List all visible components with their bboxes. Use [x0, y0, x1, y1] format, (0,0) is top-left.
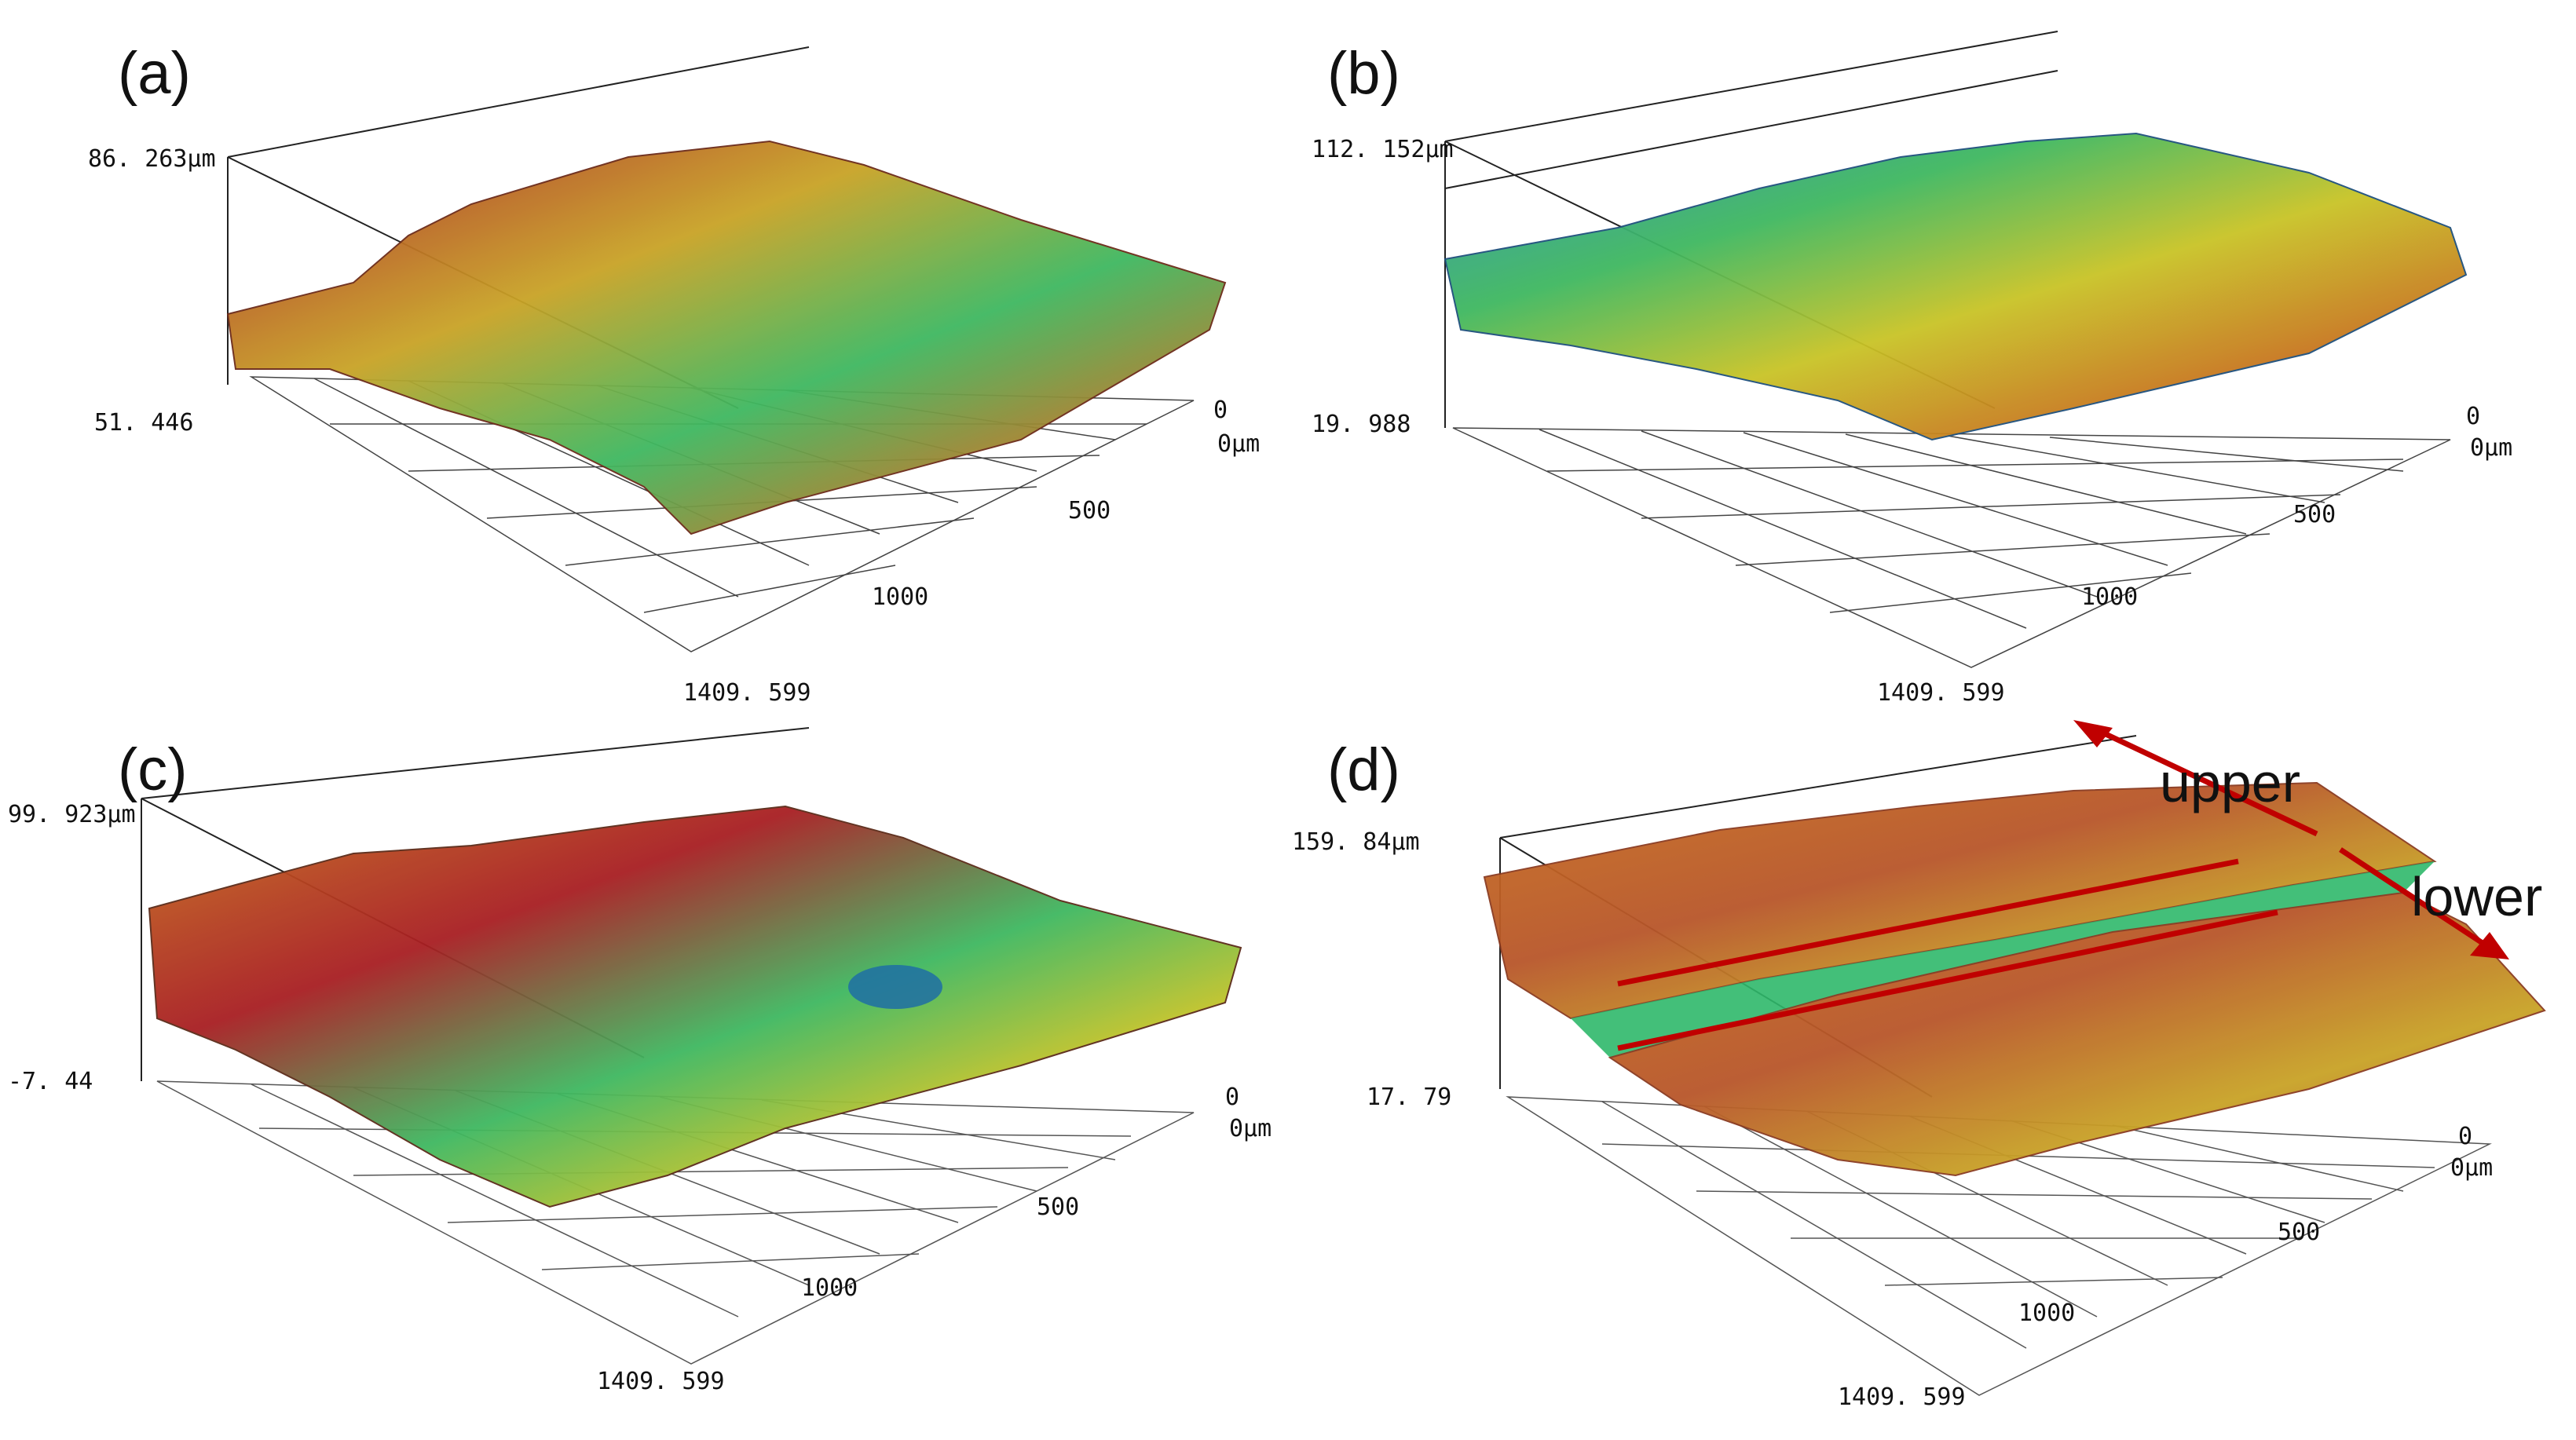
tick-500: 500 [2278, 1219, 2320, 1246]
tick-500: 500 [1068, 497, 1111, 524]
tick-1000: 1000 [872, 583, 928, 611]
surface-b [1444, 132, 2468, 441]
z-max-label: 159. 84µm [1292, 828, 1420, 856]
surface-d-lower [1608, 891, 2546, 1177]
x-end-label: 1409. 599 [1877, 679, 2005, 707]
z-min-label: -7. 44 [8, 1068, 93, 1095]
origin-label: 0µm [1217, 430, 1260, 458]
tick-500: 500 [2293, 501, 2336, 528]
surface-plot-b: 112. 152µm 19. 988 1409. 599 1000 500 0 … [1312, 31, 2512, 707]
origin-label: 0µm [2450, 1154, 2493, 1182]
tick-1000: 1000 [2018, 1299, 2075, 1327]
tick-0: 0 [2458, 1123, 2472, 1150]
panel-label-c: (c) [118, 736, 188, 803]
origin-label: 0µm [2470, 434, 2512, 462]
z-min-label: 19. 988 [1312, 411, 1411, 438]
pit-region [848, 965, 942, 1009]
tick-1000: 1000 [801, 1274, 858, 1302]
panel-c: 99. 923µm -7. 44 1409. 599 1000 500 0 0µ… [0, 720, 1288, 1440]
surface-c [148, 805, 1242, 1208]
x-end-label: 1409. 599 [597, 1368, 725, 1395]
z-max-label: 99. 923µm [8, 801, 136, 828]
panel-d: 159. 84µm 17. 79 1409. 599 1000 500 0 0µ… [1288, 720, 2576, 1440]
x-end-label: 1409. 599 [683, 679, 811, 707]
panel-label-d: (d) [1327, 736, 1400, 803]
z-min-label: 51. 446 [94, 409, 193, 437]
panel-b: 112. 152µm 19. 988 1409. 599 1000 500 0 … [1288, 0, 2576, 720]
panel-a: 86. 263µm 51. 446 1409. 599 1000 500 0 0… [0, 0, 1288, 720]
surface-plot-d: 159. 84µm 17. 79 1409. 599 1000 500 0 0µ… [1292, 720, 2546, 1411]
arrow-upper [2073, 720, 2318, 837]
arrow-lower [2339, 847, 2509, 959]
surface-a [226, 140, 1227, 535]
lower-annotation: lower [2411, 866, 2543, 927]
panel-label-a: (a) [118, 40, 191, 107]
tick-0: 0 [1225, 1084, 1239, 1111]
panel-label-b: (b) [1327, 40, 1400, 107]
tick-0: 0 [1213, 397, 1228, 424]
tick-1000: 1000 [2081, 583, 2138, 611]
origin-label: 0µm [1229, 1115, 1272, 1142]
surface-plot-a: 86. 263µm 51. 446 1409. 599 1000 500 0 0… [88, 46, 1260, 707]
surface-plot-c: 99. 923µm -7. 44 1409. 599 1000 500 0 0µ… [8, 727, 1272, 1395]
tick-500: 500 [1037, 1193, 1079, 1221]
floor-grid [1452, 427, 2451, 668]
annotation-lines [1617, 858, 2278, 1051]
z-max-label: 112. 152µm [1312, 136, 1454, 163]
z-min-label: 17. 79 [1367, 1084, 1451, 1111]
x-end-label: 1409. 599 [1838, 1383, 1966, 1411]
upper-annotation: upper [2160, 752, 2301, 813]
tick-0: 0 [2466, 403, 2480, 430]
z-max-label: 86. 263µm [88, 145, 216, 173]
